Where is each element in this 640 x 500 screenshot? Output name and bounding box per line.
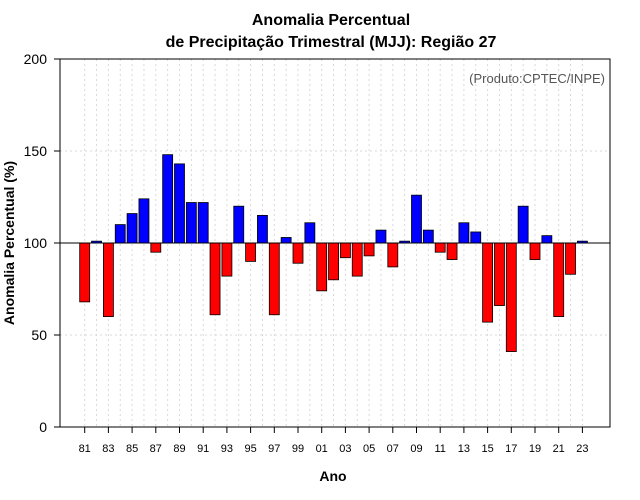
bar-1992 (209, 242, 221, 316)
bar-2003 (339, 242, 351, 259)
bar-1998 (280, 237, 292, 244)
y-tick-label: 100 (24, 235, 48, 251)
x-tick-label: 99 (292, 443, 304, 455)
bar-2007 (387, 242, 399, 268)
bar-2020 (541, 235, 553, 244)
bar-1996 (257, 214, 268, 244)
x-tick-label: 83 (102, 443, 114, 455)
x-tick-label: 01 (316, 443, 328, 455)
bar-1987 (150, 242, 162, 253)
bar-2021 (553, 242, 565, 317)
x-tick-label: 81 (79, 443, 91, 455)
x-tick-label: 13 (458, 443, 470, 455)
x-tick-label: 23 (576, 443, 588, 455)
chart-title-line-2: de Precipitação Trimestral (MJJ): Região… (166, 34, 497, 51)
y-axis-ticks: 0 50 100 150 200 (24, 51, 60, 435)
x-tick-label: 87 (150, 443, 162, 455)
y-tick-label: 50 (31, 327, 47, 343)
y-axis-title: Anomalia Percentual (%) (1, 161, 17, 325)
y-tick-label: 0 (39, 419, 47, 435)
bar-1995 (245, 242, 257, 262)
bar-2001 (316, 242, 328, 292)
bar-1989 (174, 163, 185, 244)
credit-text: (Produto:CPTEC/INPE) (469, 71, 605, 86)
bar-1983 (103, 242, 114, 317)
bar-2019 (529, 242, 541, 260)
bar-1990 (185, 202, 197, 244)
x-tick-label: 11 (434, 443, 445, 455)
bar-2013 (458, 222, 470, 244)
bar-2010 (422, 229, 434, 244)
bar-1981 (79, 242, 91, 303)
bar-1994 (233, 205, 245, 244)
bars (79, 154, 588, 352)
bar-1999 (292, 242, 304, 264)
x-tick-label: 09 (410, 443, 422, 455)
x-tick-label: 97 (268, 443, 280, 455)
bar-2005 (363, 242, 375, 257)
bar-1997 (268, 242, 280, 316)
bar-1991 (197, 202, 209, 244)
bar-2016 (494, 242, 505, 306)
bar-2014 (470, 231, 482, 244)
x-axis-title: Ano (319, 468, 346, 484)
x-tick-label: 07 (387, 443, 399, 455)
y-tick-label: 150 (24, 143, 48, 159)
bar-2017 (505, 242, 517, 352)
bar-2018 (517, 205, 529, 244)
x-tick-label: 17 (505, 443, 517, 455)
gridlines (60, 59, 610, 427)
x-tick-label: 95 (244, 443, 256, 455)
x-tick-label: 05 (363, 443, 375, 455)
y-tick-label: 200 (24, 51, 48, 67)
bar-2011 (434, 242, 446, 253)
bar-2000 (304, 222, 316, 244)
bar-2002 (328, 242, 339, 281)
x-tick-label: 15 (481, 443, 493, 455)
chart-title-line-1: Anomalia Percentual (252, 12, 410, 29)
bar-1986 (138, 198, 150, 244)
bar-1985 (126, 213, 138, 244)
x-tick-label: 21 (553, 443, 565, 455)
x-tick-label: 91 (197, 443, 209, 455)
x-tick-label: 89 (173, 443, 185, 455)
bar-1993 (221, 242, 233, 277)
bar-2015 (482, 242, 494, 323)
bar-2022 (565, 242, 576, 275)
x-tick-label: 19 (529, 443, 541, 455)
bar-1988 (162, 154, 174, 244)
bar-2009 (411, 194, 422, 244)
x-tick-label: 93 (221, 443, 233, 455)
bar-2012 (446, 242, 458, 260)
bar-2006 (375, 229, 387, 244)
x-axis-ticks: 81 83 85 87 89 91 93 95 97 99 01 03 05 07 09 11 13 15 17 19… (79, 427, 589, 455)
bar-2004 (351, 242, 363, 277)
bar-1984 (114, 224, 126, 244)
x-tick-label: 03 (339, 443, 351, 455)
x-tick-label: 85 (126, 443, 138, 455)
